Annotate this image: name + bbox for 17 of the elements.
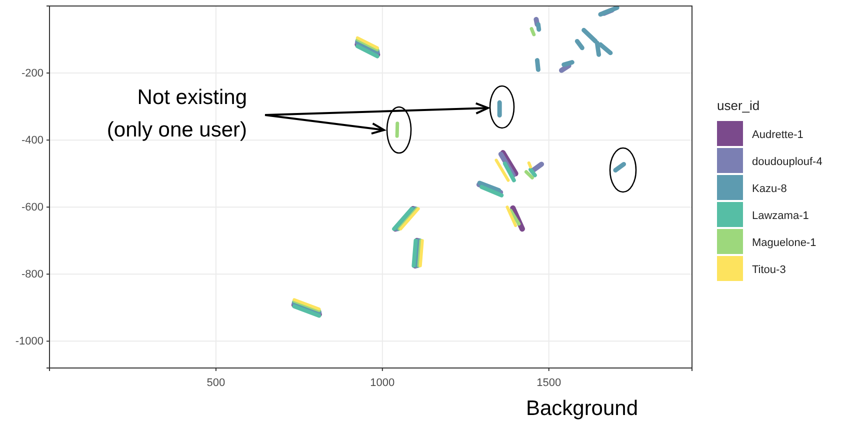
legend-label: Kazu-8	[752, 182, 787, 195]
y-tick-label: -1000	[15, 336, 44, 348]
annotation: Not existing (only one user)	[106, 86, 247, 142]
legend-label: Audrette-1	[752, 128, 804, 141]
x-tick-label: 1500	[536, 377, 562, 390]
legend-title: user_id	[717, 98, 760, 113]
y-tick-label: -600	[21, 202, 44, 214]
text: Background	[526, 397, 638, 420]
legend-label: Titou-3	[752, 264, 786, 276]
legend-label: Maguelone-1	[752, 236, 816, 249]
x-tick-label: 1000	[370, 377, 395, 390]
legend-label: Lawzama-1	[752, 210, 809, 222]
y-tick-label: -200	[21, 68, 44, 80]
y-tick-label: -800	[21, 268, 44, 281]
x-tick-label: 500	[206, 377, 226, 390]
y-tick-label: -400	[21, 134, 44, 147]
legend-label: doudouplouf-4	[752, 156, 822, 168]
